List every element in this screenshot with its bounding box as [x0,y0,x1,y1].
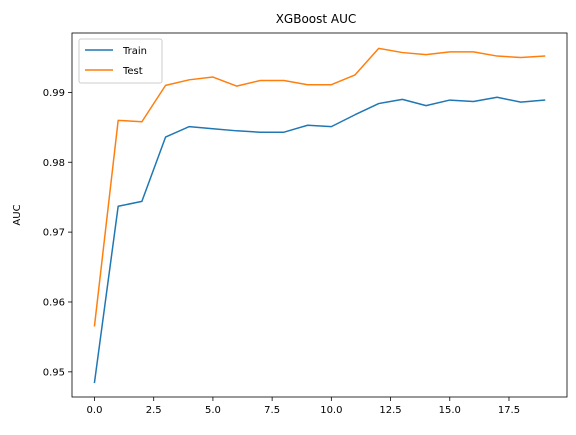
x-tick-label: 10.0 [320,405,342,416]
x-tick-label: 12.5 [379,405,401,416]
x-tick-label: 17.5 [498,405,520,416]
series-line-train [93,96,546,384]
y-tick-label: 0.97 [43,228,65,239]
legend-label-test: Test [122,66,143,77]
legend: Train Test [78,38,163,84]
plot-area [71,32,568,398]
axes-frame [71,32,568,398]
y-tick-label: 0.96 [43,297,65,308]
x-tick-label: 0.0 [87,405,103,416]
y-tick-label: 0.98 [43,158,65,169]
x-tick-label: 7.5 [264,405,280,416]
y-axis: 0.95 0.96 0.97 0.98 0.99 [43,88,72,378]
x-tick-label: 5.0 [205,405,221,416]
legend-box [78,38,163,84]
x-tick-label: 2.5 [146,405,162,416]
y-axis-label: AUC [12,204,23,225]
x-axis: 0.0 2.5 5.0 7.5 10.0 12.5 15.0 17.5 [87,397,520,416]
x-tick-label: 15.0 [439,405,461,416]
chart-title: XGBoost AUC [276,12,357,26]
y-tick-label: 0.99 [43,88,65,99]
series-layer [93,47,546,384]
series-line-test [93,47,546,327]
legend-label-train: Train [122,46,147,57]
y-tick-label: 0.95 [43,367,65,378]
